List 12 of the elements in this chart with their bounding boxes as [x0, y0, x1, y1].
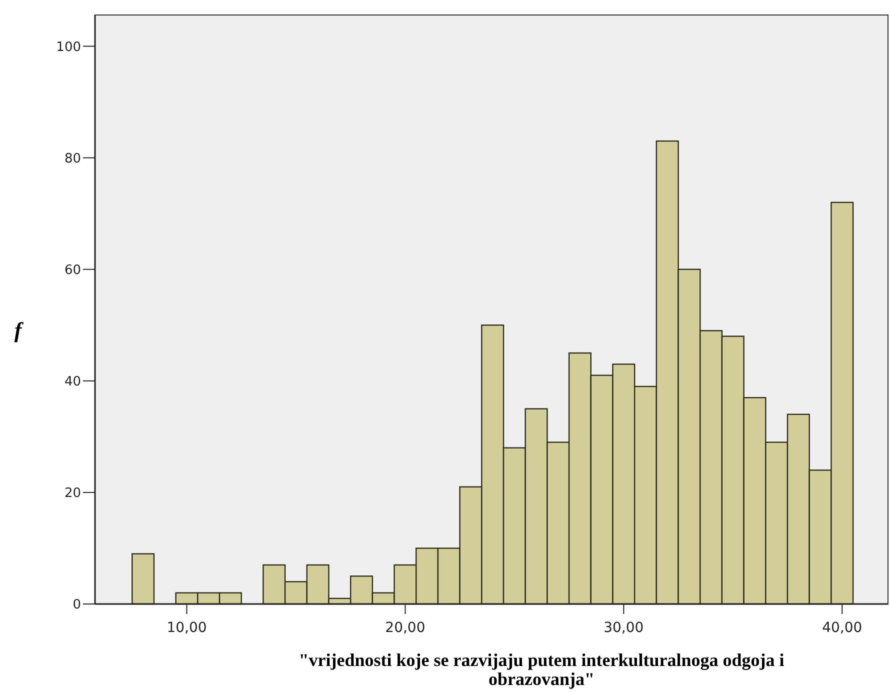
y-tick-label: 20 [64, 486, 81, 501]
y-tick-label: 60 [64, 262, 81, 278]
x-tick-label: 20,00 [385, 620, 426, 636]
x-tick-label: 10,00 [166, 620, 207, 636]
y-axis-title: f [14, 318, 24, 342]
x-axis-title: "vrijednosti koje se razvijaju putem interkulturalnoga odgoja i obrazovanja" [298, 650, 784, 689]
y-tick-label: 80 [64, 151, 81, 166]
x-tick-label: 40,00 [822, 620, 862, 636]
y-tick-label: 0 [72, 598, 81, 613]
x-tick-label: 30,00 [604, 620, 644, 636]
y-tick-label: 40 [64, 374, 81, 390]
y-tick-label: 100 [56, 40, 81, 55]
